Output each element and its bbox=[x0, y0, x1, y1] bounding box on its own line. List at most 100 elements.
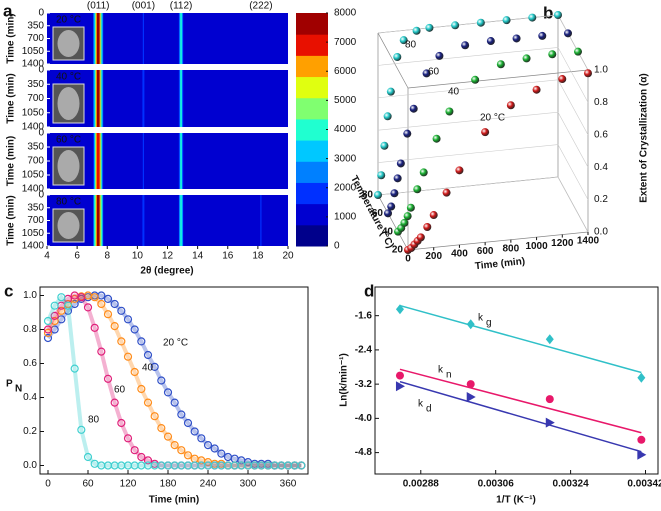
point-marker bbox=[90, 323, 99, 332]
point-marker bbox=[637, 372, 646, 383]
y-axis-label-sub: N bbox=[15, 384, 22, 395]
sphere-marker bbox=[429, 211, 438, 220]
sphere-marker bbox=[471, 75, 480, 84]
sphere-marker bbox=[445, 107, 454, 116]
point-marker bbox=[157, 424, 166, 433]
sphere-marker bbox=[512, 34, 521, 43]
point-marker bbox=[110, 322, 119, 331]
grid-line bbox=[377, 176, 589, 233]
y-tick-label: 1.0 bbox=[23, 290, 37, 301]
y-tick-label: 0 bbox=[38, 128, 44, 139]
colorbar-tick-label: 1000 bbox=[334, 212, 357, 223]
colorbar-tick-label: 5000 bbox=[334, 95, 357, 106]
box-edge bbox=[377, 194, 409, 251]
point-marker bbox=[395, 381, 405, 392]
panel-label: a bbox=[3, 1, 13, 20]
box-edge bbox=[407, 231, 589, 251]
x-tick-label: 0 bbox=[405, 254, 411, 265]
point-marker bbox=[117, 418, 126, 428]
series-label: 80 bbox=[405, 40, 417, 51]
point-marker bbox=[130, 367, 139, 377]
peak-band bbox=[96, 195, 100, 246]
y-axis-label: Time (min) bbox=[6, 73, 17, 123]
y-tick-label: -2.4 bbox=[355, 345, 373, 356]
point-marker bbox=[123, 352, 133, 361]
point-marker bbox=[545, 334, 554, 345]
y-tick-label: 0.2 bbox=[23, 426, 37, 437]
x-axis-label: Time (min) bbox=[149, 495, 199, 506]
series-label-sub: d bbox=[426, 404, 432, 415]
point-marker bbox=[130, 325, 139, 334]
peak-band bbox=[142, 195, 144, 246]
sphere-marker bbox=[538, 31, 547, 40]
point-marker bbox=[70, 364, 79, 373]
x-tick-label: 1000 bbox=[525, 241, 548, 252]
y-tick-label: 0 bbox=[38, 8, 44, 19]
point-marker bbox=[117, 337, 126, 346]
sphere-marker bbox=[403, 212, 412, 221]
point-marker bbox=[90, 293, 99, 302]
series-label: 40 bbox=[448, 87, 460, 98]
y-tick-label: 0.8 bbox=[23, 324, 37, 335]
grid-line bbox=[377, 144, 589, 200]
colorbar-segment bbox=[296, 55, 328, 78]
point-marker bbox=[143, 456, 153, 465]
y-tick-label: 1400 bbox=[22, 241, 45, 252]
point-marker bbox=[466, 319, 475, 330]
y-tick-label: -1.6 bbox=[355, 310, 373, 321]
peak-band bbox=[96, 70, 100, 127]
sphere-marker bbox=[532, 85, 541, 94]
sphere-marker bbox=[390, 189, 399, 198]
sphere-marker bbox=[564, 29, 572, 38]
point-marker bbox=[170, 398, 179, 407]
y-tick-label: 1400 bbox=[22, 122, 45, 133]
panel-label: b bbox=[543, 3, 553, 22]
peak-band bbox=[260, 133, 262, 189]
colorbar-segment bbox=[296, 118, 328, 141]
x-tick-label: 60 bbox=[82, 479, 94, 490]
point-marker bbox=[395, 371, 404, 380]
y-axis-label: Time (min) bbox=[6, 136, 17, 186]
y-axis-label: Time (min) bbox=[6, 13, 17, 63]
y-axis-label: P bbox=[6, 379, 13, 390]
x-tick-label: 240 bbox=[200, 479, 217, 490]
sphere-marker bbox=[451, 21, 460, 30]
sphere-marker bbox=[574, 47, 582, 56]
series-line bbox=[46, 293, 302, 468]
x-tick-label: 0.00342 bbox=[627, 479, 661, 490]
x-tick-label: 16 bbox=[222, 251, 234, 262]
fit-line bbox=[399, 368, 642, 434]
crystal-shape bbox=[57, 30, 80, 57]
series-label: 20 °C bbox=[480, 113, 505, 124]
point-marker bbox=[57, 306, 66, 315]
sphere-marker bbox=[496, 60, 505, 69]
point-marker bbox=[50, 311, 59, 320]
series-label-sub: n bbox=[446, 370, 452, 381]
colorbar-segment bbox=[296, 140, 328, 162]
y-tick-label: 350 bbox=[27, 202, 44, 213]
y-tick-label: 0 bbox=[38, 65, 44, 76]
point-marker bbox=[545, 417, 555, 428]
point-marker bbox=[170, 441, 179, 450]
heatmap-background bbox=[47, 133, 288, 189]
strip-label: 80 °C bbox=[56, 197, 81, 208]
y-tick-label: 700 bbox=[27, 93, 44, 104]
sphere-marker bbox=[377, 171, 386, 180]
point-marker bbox=[157, 376, 166, 385]
point-marker bbox=[110, 398, 119, 407]
series-label: 60 bbox=[114, 385, 126, 396]
point-marker bbox=[466, 391, 476, 402]
sphere-marker bbox=[432, 134, 441, 143]
heatmap-background bbox=[47, 70, 288, 127]
y-tick-label: 0.4 bbox=[23, 392, 37, 403]
point-marker bbox=[137, 337, 146, 346]
x-axis-label: 2θ (degree) bbox=[140, 266, 193, 277]
sphere-marker bbox=[461, 41, 470, 50]
box-edge bbox=[377, 32, 409, 89]
point-marker bbox=[183, 418, 193, 428]
point-marker bbox=[123, 434, 133, 443]
point-marker bbox=[217, 449, 226, 458]
grid-line bbox=[377, 79, 589, 135]
point-marker bbox=[103, 374, 113, 383]
point-marker bbox=[97, 299, 106, 309]
